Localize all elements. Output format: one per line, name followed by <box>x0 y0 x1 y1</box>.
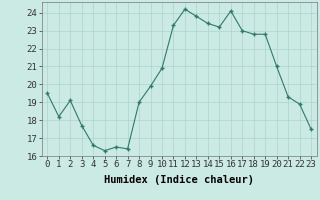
X-axis label: Humidex (Indice chaleur): Humidex (Indice chaleur) <box>104 175 254 185</box>
